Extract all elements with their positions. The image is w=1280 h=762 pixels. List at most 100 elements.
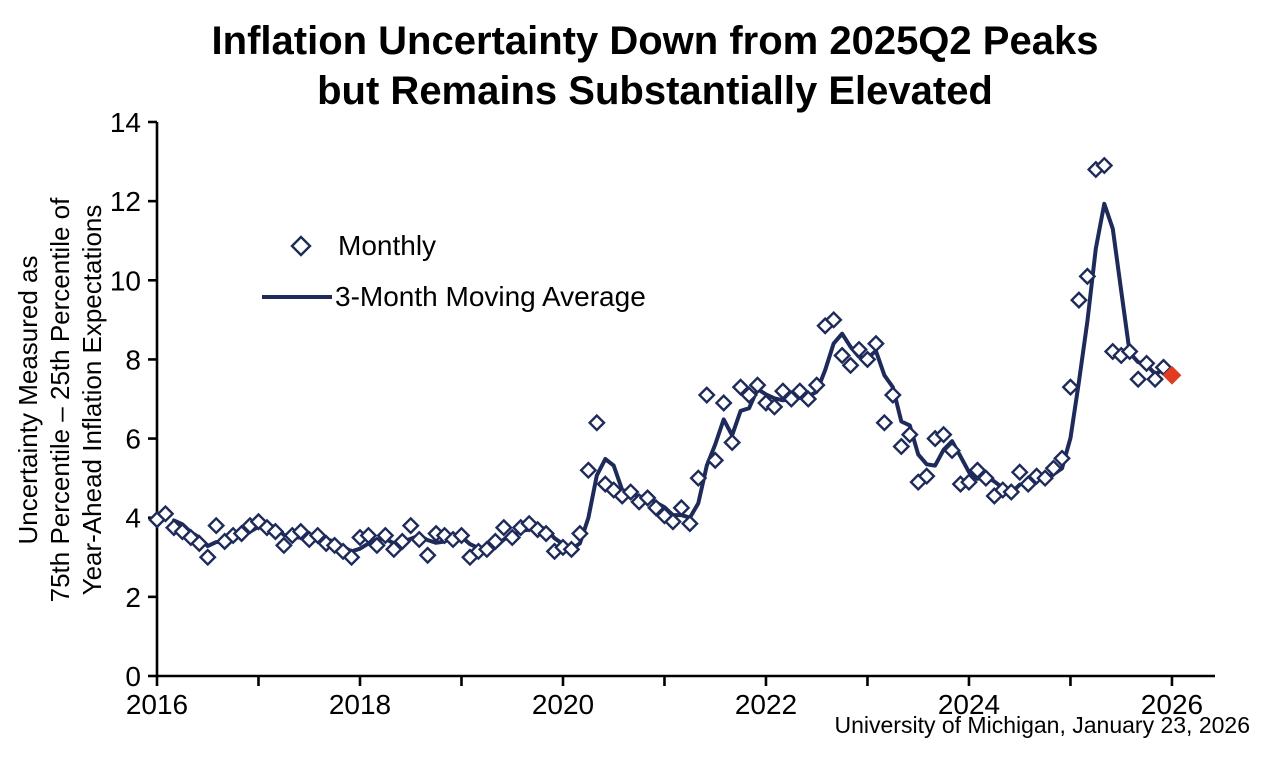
monthly-data-point (655, 506, 674, 525)
monthly-data-point (207, 516, 226, 535)
monthly-data-point (850, 340, 868, 359)
monthly-data-point (537, 524, 555, 543)
x-tick-label: 2024 (938, 689, 1000, 720)
monthly-data-point (664, 512, 682, 531)
open-diamond-marker-icon (290, 234, 312, 257)
legend-item-monthly: Monthly (262, 220, 646, 271)
legend-monthly-label: Monthly (338, 229, 437, 261)
monthly-data-point (748, 376, 767, 395)
legend: Monthly 3-Month Moving Average (262, 220, 646, 322)
legend-item-moving-average: 3-Month Moving Average (262, 271, 646, 322)
monthly-data-point (824, 310, 843, 329)
y-tick-label: 2 (125, 582, 141, 613)
monthly-data-point (917, 467, 936, 486)
monthly-data-point (528, 520, 547, 539)
monthly-data-point (968, 461, 987, 480)
monthly-data-point (156, 504, 175, 523)
monthly-data-point (697, 386, 716, 404)
monthly-data-point (1120, 342, 1139, 361)
y-tick-label: 10 (110, 265, 141, 296)
monthly-data-point (706, 451, 725, 470)
monthly-data-point (359, 526, 378, 545)
monthly-data-point (274, 536, 293, 555)
monthly-data-point (503, 528, 522, 547)
x-tick-label: 2020 (532, 689, 594, 720)
monthly-data-point (790, 382, 809, 400)
monthly-data-point (1095, 156, 1114, 175)
x-tick-label: 2022 (735, 689, 797, 720)
monthly-data-point (680, 514, 699, 533)
monthly-data-point (807, 376, 826, 395)
monthly-data-point (579, 461, 598, 480)
legend-moving-average-label: 3-Month Moving Average (335, 280, 646, 312)
monthly-data-point (291, 522, 310, 541)
monthly-data-point (562, 540, 581, 559)
monthly-data-point (342, 548, 361, 567)
monthly-data-point (900, 425, 919, 444)
monthly-data-point (266, 522, 285, 541)
monthly-data-point (858, 350, 877, 369)
x-tick-label: 2018 (329, 689, 391, 720)
monthly-data-point (773, 382, 792, 400)
y-tick-label: 4 (125, 503, 141, 534)
y-tick-label: 14 (110, 107, 141, 138)
chart-title-line1: Inflation Uncertainty Down from 2025Q2 P… (211, 19, 1099, 63)
monthly-data-point (621, 483, 640, 501)
monthly-data-point (689, 469, 708, 488)
monthly-data-point (1078, 267, 1097, 286)
monthly-data-point (232, 524, 251, 543)
monthly-data-point (1053, 449, 1071, 468)
chart-title: Inflation Uncertainty Down from 2025Q2 P… (15, 16, 1280, 116)
monthly-data-point (841, 356, 860, 375)
monthly-data-point (1061, 378, 1080, 397)
line-marker-icon (262, 294, 332, 299)
monthly-data-point (494, 518, 513, 537)
monthly-data-point (833, 346, 851, 365)
monthly-data-point (452, 526, 471, 545)
monthly-data-point (647, 498, 665, 517)
monthly-data-point (587, 413, 606, 432)
y-tick-label: 8 (125, 344, 141, 375)
y-tick-label: 0 (125, 661, 141, 692)
monthly-data-point (520, 514, 539, 533)
monthly-data-point (765, 398, 784, 416)
monthly-data-point (1070, 291, 1088, 309)
monthly-data-point (976, 469, 995, 488)
monthly-data-point (714, 394, 733, 412)
monthly-data-point (334, 542, 352, 561)
monthly-data-point (731, 378, 750, 397)
y-tick-label: 6 (125, 424, 141, 455)
monthly-data-point (190, 534, 209, 553)
monthly-data-point (376, 526, 395, 545)
monthly-data-point (410, 530, 429, 549)
x-tick-label: 2016 (126, 689, 188, 720)
x-tick-label: 2026 (1141, 689, 1203, 720)
monthly-data-point (1146, 370, 1164, 389)
monthly-data-point (1019, 475, 1038, 493)
monthly-data-point (883, 386, 902, 404)
monthly-data-point (308, 526, 327, 545)
monthly-data-point (1002, 483, 1021, 501)
monthly-data-point (198, 548, 217, 567)
monthly-data-point (892, 437, 911, 456)
source-caption: University of Michigan, January 23, 2026 (834, 712, 1251, 738)
monthly-data-point (477, 540, 496, 559)
monthly-data-point (384, 540, 403, 559)
monthly-data-point (867, 334, 885, 353)
monthly-data-point (1129, 370, 1148, 389)
chart-title-line2: but Remains Substantially Elevated (317, 69, 993, 113)
monthly-data-point (571, 524, 589, 543)
monthly-data-point (943, 441, 961, 460)
monthly-data-point (1137, 354, 1156, 373)
monthly-data-point (1010, 463, 1029, 482)
monthly-data-point (368, 536, 386, 555)
latest-data-point-red (1162, 365, 1182, 385)
monthly-data-point (418, 546, 437, 565)
monthly-data-point (401, 516, 420, 535)
y-tick-label: 12 (110, 186, 141, 217)
monthly-data-point (723, 433, 742, 452)
monthly-data-point (638, 489, 657, 507)
monthly-data-point (782, 390, 801, 408)
